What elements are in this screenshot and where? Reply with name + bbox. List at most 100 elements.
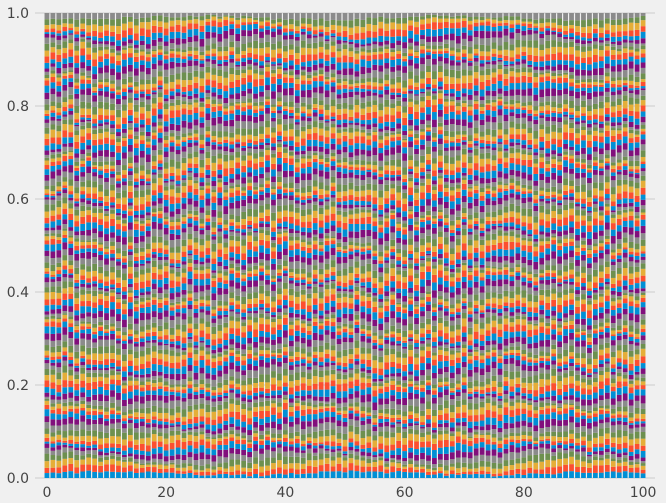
bar-segment (68, 159, 74, 166)
bar-segment (139, 84, 145, 90)
bar-segment (175, 105, 181, 111)
bar-segment (193, 50, 199, 55)
bar-segment (271, 318, 276, 323)
bar-segment (145, 79, 151, 84)
bar-segment (306, 134, 312, 140)
bar-segment (306, 109, 312, 114)
bar-segment (116, 374, 121, 380)
bar-segment (324, 422, 330, 430)
bar-segment (145, 381, 151, 385)
bar-segment (139, 338, 145, 342)
bar-segment (44, 236, 50, 241)
bar-segment (68, 435, 74, 441)
bar-segment (74, 371, 80, 375)
bar-segment (68, 43, 74, 50)
bar-segment (205, 392, 211, 397)
bar-segment (217, 164, 223, 170)
bar-segment (211, 236, 217, 240)
bar-segment (330, 112, 336, 117)
bar-segment (50, 244, 56, 252)
bar-segment (86, 198, 92, 201)
bar-segment (151, 63, 157, 70)
bar-segment (92, 270, 97, 277)
bar-segment (253, 310, 258, 314)
bar-segment (235, 321, 241, 329)
bar-segment (306, 54, 312, 62)
bar-segment (199, 234, 205, 240)
bar-segment (116, 257, 121, 260)
bar-segment (271, 339, 276, 345)
bar-segment (229, 328, 235, 334)
bar-segment (92, 338, 97, 343)
bar-segment (205, 295, 211, 301)
bar-segment (98, 431, 103, 439)
bar-segment (80, 108, 86, 115)
bar-segment (324, 79, 330, 82)
bar-segment (193, 188, 199, 195)
bar-segment (169, 265, 175, 268)
bar-segment (175, 197, 181, 204)
bar-segment (44, 174, 50, 181)
bar-segment (259, 440, 264, 445)
bar-segment (175, 51, 181, 55)
bar-segment (265, 57, 270, 61)
bar-segment (294, 74, 300, 78)
bar-segment (92, 157, 97, 162)
bar-segment (253, 158, 258, 164)
bar-segment (98, 206, 103, 209)
bar-segment (241, 409, 247, 415)
bar-segment (163, 219, 169, 222)
bar-segment (44, 71, 50, 75)
bar-stack (229, 13, 235, 478)
bar-segment (229, 110, 235, 114)
bar-segment (288, 95, 294, 102)
bar-segment (259, 394, 264, 398)
bar-segment (122, 388, 127, 394)
bar-segment (205, 96, 211, 100)
bar-segment (223, 185, 229, 190)
bar-segment (330, 127, 336, 134)
bar-segment (241, 199, 247, 207)
bar-segment (98, 169, 103, 171)
bar-segment (217, 158, 223, 165)
bar-segment (223, 91, 229, 98)
bar-segment (104, 72, 109, 79)
bar-segment (324, 41, 330, 44)
bar-segment (157, 388, 163, 396)
bar-segment (145, 215, 151, 219)
bar-segment (277, 357, 282, 362)
bar-segment (116, 242, 121, 249)
bar-segment (217, 445, 223, 450)
bar-segment (306, 312, 312, 319)
bar-segment (241, 265, 247, 270)
bar-segment (56, 473, 62, 478)
bar-segment (294, 280, 300, 283)
bar-segment (62, 41, 68, 48)
bar-segment (128, 435, 133, 442)
bar-segment (139, 301, 145, 305)
bar-segment (122, 439, 127, 446)
bar-segment (110, 339, 115, 346)
bar-segment (271, 451, 276, 458)
bar-stack (116, 13, 121, 478)
bar-segment (187, 377, 193, 382)
bar-segment (235, 246, 241, 254)
bar-segment (288, 335, 294, 341)
bar-segment (271, 421, 276, 429)
bar-segment (145, 291, 151, 295)
bar-segment (211, 87, 217, 93)
bar-segment (300, 18, 306, 24)
bar-segment (271, 364, 276, 372)
bar-segment (50, 365, 56, 370)
bar-segment (294, 64, 300, 70)
bar-segment (247, 435, 252, 440)
bar-segment (300, 227, 306, 232)
bar-segment (223, 38, 229, 47)
bar-segment (235, 54, 241, 59)
bar-segment (80, 122, 86, 126)
bar-segment (116, 159, 121, 166)
bar-segment (50, 47, 56, 53)
bar-segment (50, 406, 56, 410)
bar-segment (306, 293, 312, 299)
bar-segment (80, 269, 86, 276)
